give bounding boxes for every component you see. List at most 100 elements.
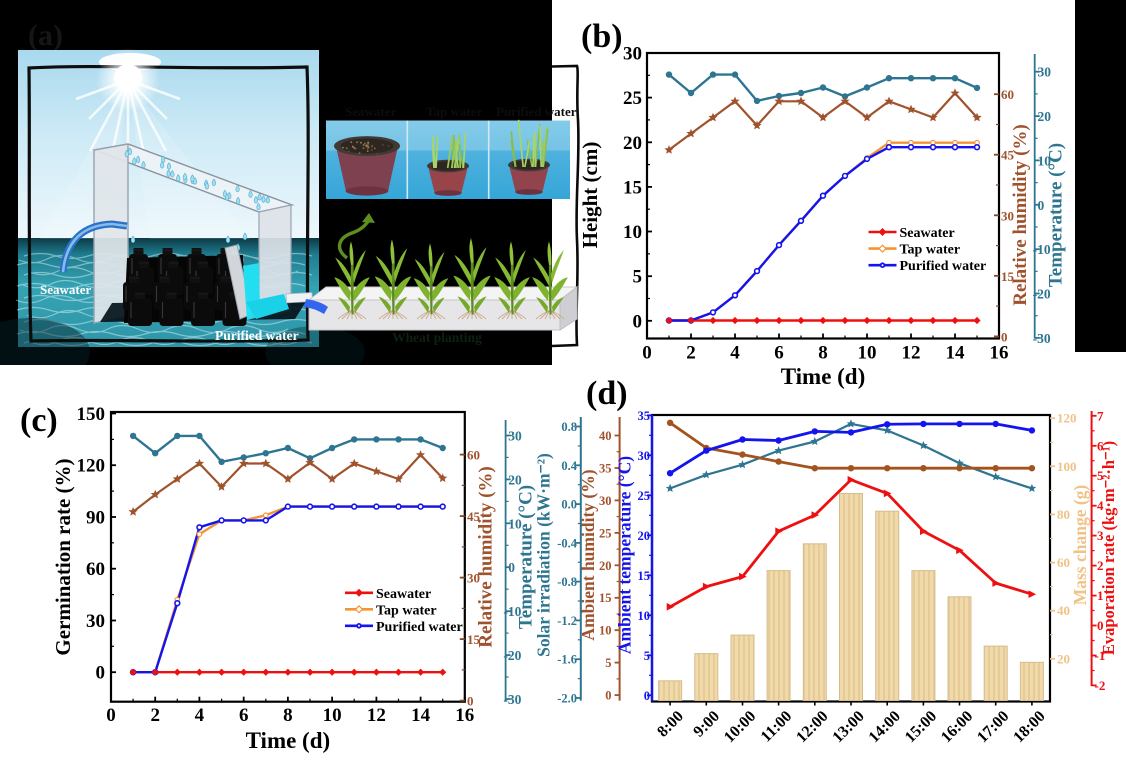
svg-text:15: 15: [638, 569, 651, 583]
svg-text:40: 40: [1057, 603, 1070, 618]
svg-text:0: 0: [605, 689, 611, 703]
svg-text:10: 10: [858, 343, 877, 364]
svg-text:35: 35: [638, 409, 651, 423]
svg-text:5: 5: [1097, 468, 1104, 483]
svg-text:150: 150: [77, 404, 106, 425]
svg-text:Evaporation rate (kg·m⁻²·h⁻¹): Evaporation rate (kg·m⁻²·h⁻¹): [1099, 441, 1118, 655]
svg-text:25: 25: [599, 526, 612, 540]
svg-text:-2: -2: [1095, 678, 1106, 693]
svg-text:2: 2: [1097, 558, 1104, 573]
svg-text:Ambient humidity (%): Ambient humidity (%): [578, 469, 598, 640]
svg-text:120: 120: [1057, 411, 1077, 426]
svg-text:0: 0: [508, 560, 515, 575]
svg-text:14: 14: [411, 705, 431, 726]
svg-text:-20: -20: [503, 648, 521, 663]
svg-text:60: 60: [1001, 87, 1014, 102]
svg-text:-30: -30: [503, 692, 521, 707]
svg-text:Mass change (g): Mass change (g): [1070, 485, 1090, 606]
svg-text:0: 0: [1097, 618, 1104, 633]
svg-text:0: 0: [1038, 198, 1045, 213]
svg-text:100: 100: [1057, 459, 1077, 474]
svg-text:0: 0: [644, 689, 650, 703]
svg-text:12: 12: [367, 705, 386, 726]
svg-text:10: 10: [623, 222, 642, 243]
svg-text:Time (d): Time (d): [246, 728, 331, 753]
svg-text:10: 10: [638, 609, 651, 623]
svg-text:10: 10: [508, 516, 522, 531]
svg-text:Tap water: Tap water: [376, 603, 437, 618]
svg-text:5: 5: [605, 656, 611, 670]
svg-text:Seawater: Seawater: [40, 282, 91, 297]
svg-text:120: 120: [77, 456, 106, 477]
svg-text:5: 5: [644, 649, 650, 663]
svg-text:-1.2: -1.2: [557, 614, 577, 628]
svg-text:-1: -1: [1095, 648, 1106, 663]
svg-text:Tap water: Tap water: [426, 104, 482, 119]
svg-text:Purified water: Purified water: [496, 104, 577, 119]
svg-text:35: 35: [599, 462, 612, 476]
svg-text:30: 30: [623, 44, 642, 65]
svg-text:10: 10: [1038, 153, 1052, 168]
svg-text:2: 2: [686, 343, 696, 364]
svg-text:7: 7: [1097, 408, 1104, 423]
svg-text:30: 30: [1001, 208, 1014, 223]
svg-text:Wheat planting: Wheat planting: [392, 330, 482, 345]
svg-text:60: 60: [1057, 555, 1070, 570]
svg-text:16: 16: [455, 705, 474, 726]
svg-text:6: 6: [239, 705, 249, 726]
svg-text:10: 10: [599, 624, 612, 638]
svg-text:5: 5: [633, 267, 643, 288]
svg-text:30: 30: [638, 449, 651, 463]
svg-text:Temperature (°C): Temperature (°C): [516, 485, 537, 629]
svg-text:20: 20: [1038, 109, 1052, 124]
svg-text:-10: -10: [503, 604, 521, 619]
svg-text:Purified water: Purified water: [215, 328, 299, 343]
svg-text:-2.0: -2.0: [557, 692, 577, 706]
svg-text:Germination rate (%): Germination rate (%): [51, 458, 75, 655]
svg-text:8: 8: [283, 705, 293, 726]
svg-text:25: 25: [623, 88, 642, 109]
svg-text:30: 30: [599, 494, 612, 508]
svg-text:15: 15: [467, 632, 481, 647]
svg-text:30: 30: [86, 611, 105, 632]
svg-text:45: 45: [1001, 148, 1015, 163]
svg-text:8: 8: [818, 343, 828, 364]
svg-text:Relative humidity (%): Relative humidity (%): [476, 466, 497, 648]
svg-text:0: 0: [96, 663, 106, 684]
svg-text:3: 3: [1097, 528, 1104, 543]
svg-text:4: 4: [730, 343, 740, 364]
svg-text:0: 0: [106, 705, 116, 726]
svg-text:-1.6: -1.6: [557, 653, 577, 667]
svg-text:0: 0: [467, 694, 474, 709]
svg-text:0: 0: [633, 311, 643, 332]
svg-text:14: 14: [946, 343, 966, 364]
svg-text:20: 20: [508, 472, 522, 487]
svg-text:20: 20: [599, 559, 612, 573]
svg-text:30: 30: [1038, 65, 1052, 80]
svg-text:20: 20: [1057, 651, 1070, 666]
svg-text:Seawater: Seawater: [900, 226, 955, 241]
svg-text:0.4: 0.4: [561, 459, 577, 473]
svg-text:90: 90: [86, 508, 105, 529]
svg-text:(c): (c): [20, 402, 58, 439]
svg-text:Temperature (°C): Temperature (°C): [1046, 143, 1067, 287]
svg-text:Solar irradiation (kW·m⁻²): Solar irradiation (kW·m⁻²): [534, 453, 554, 657]
svg-text:(a): (a): [28, 19, 63, 52]
svg-text:(d): (d): [586, 375, 628, 412]
svg-text:Tap water: Tap water: [900, 243, 961, 258]
svg-text:-0.8: -0.8: [557, 575, 577, 589]
svg-text:Height (cm): Height (cm): [578, 142, 602, 249]
svg-text:1: 1: [1097, 588, 1104, 603]
svg-text:Relative humidity (%): Relative humidity (%): [1010, 124, 1031, 306]
svg-text:(b): (b): [581, 18, 623, 55]
svg-text:10: 10: [323, 705, 342, 726]
svg-text:Purified water: Purified water: [376, 620, 463, 635]
svg-text:60: 60: [86, 559, 105, 580]
svg-text:0: 0: [642, 343, 652, 364]
svg-text:4: 4: [195, 705, 205, 726]
svg-text:6: 6: [774, 343, 784, 364]
svg-text:12: 12: [902, 343, 921, 364]
svg-text:0: 0: [1001, 329, 1008, 344]
svg-text:-30: -30: [1033, 331, 1051, 346]
svg-text:-10: -10: [1033, 242, 1051, 257]
